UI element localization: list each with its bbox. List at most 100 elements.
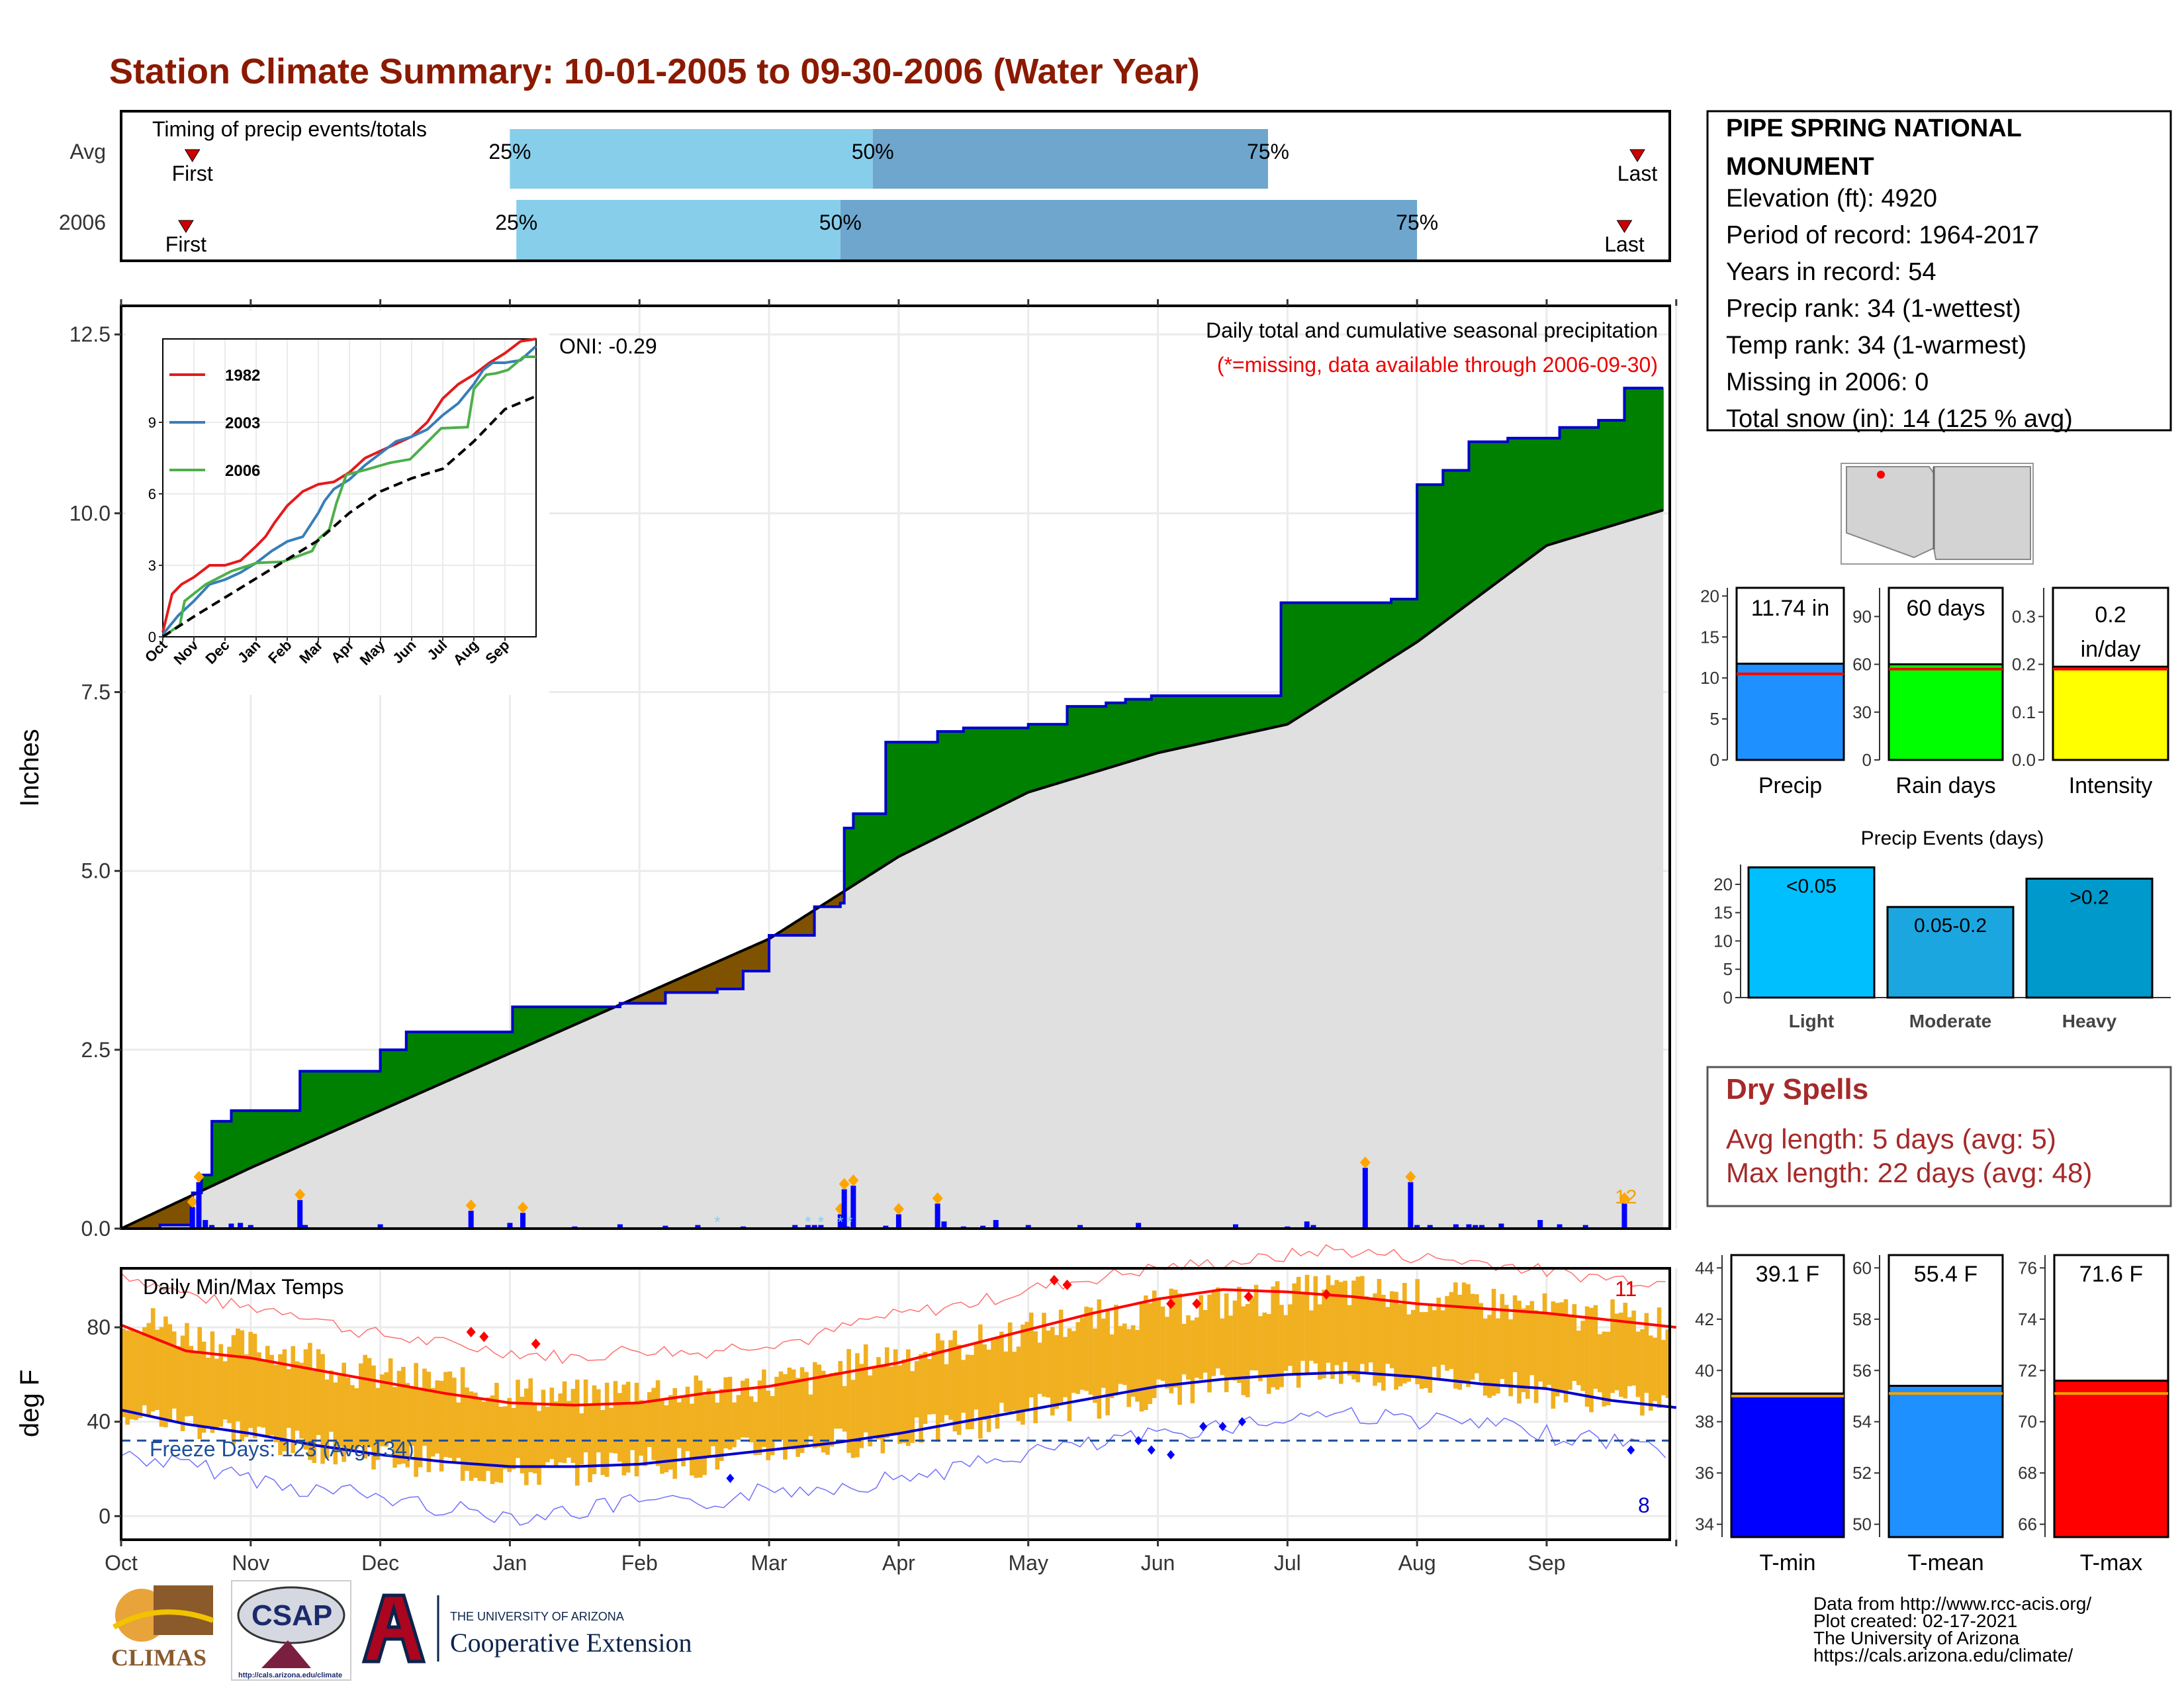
daily-temp-range-bar [804, 1372, 809, 1445]
above-average-area [933, 742, 935, 839]
above-average-area [502, 1031, 505, 1056]
daily-temp-range-bar [1432, 1310, 1437, 1367]
daily-temp-range-bar [1042, 1313, 1046, 1397]
below-average-area [666, 984, 668, 993]
below-average-area [749, 947, 752, 971]
dry-spells-max: Max length: 22 days (avg: 48) [1726, 1157, 2092, 1188]
above-average-area [229, 1121, 231, 1178]
above-average-area [1212, 695, 1214, 741]
above-average-area [1010, 727, 1013, 801]
above-average-area [1142, 699, 1145, 758]
daily-temp-range-bar [872, 1367, 877, 1436]
above-average-area [1580, 427, 1583, 535]
above-average-area [1135, 699, 1137, 760]
above-average-area [1586, 427, 1588, 534]
above-average-area [907, 742, 909, 852]
above-average-area [584, 1007, 586, 1021]
above-average-area [1085, 706, 1087, 775]
above-average-area [1378, 602, 1380, 667]
above-average-area [1041, 724, 1043, 788]
panel-ytick-label: 15 [1700, 627, 1719, 647]
above-average-area [396, 1049, 398, 1103]
above-average-area [433, 1031, 435, 1087]
daily-temp-range-bar [901, 1359, 907, 1443]
daily-temp-range-bar [227, 1346, 232, 1423]
daily-temp-range-bar [214, 1358, 219, 1428]
daily-temp-range-bar [1389, 1291, 1394, 1368]
above-average-area [1195, 695, 1197, 745]
daily-temp-range-bar [405, 1383, 410, 1468]
above-average-area [1037, 724, 1040, 790]
daily-precip-bar [1473, 1225, 1479, 1229]
above-average-area [216, 1121, 218, 1184]
above-average-area [408, 1031, 410, 1098]
above-average-area [988, 727, 991, 812]
daily-temp-range-bar [676, 1402, 682, 1448]
below-average-area [806, 915, 808, 935]
record-high-marker [466, 1327, 476, 1338]
below-average-area [127, 1225, 130, 1229]
below-average-area [647, 992, 649, 1004]
above-average-area [1473, 442, 1475, 600]
above-average-area [416, 1031, 419, 1094]
above-average-area [1006, 727, 1009, 803]
above-average-area [1563, 427, 1565, 541]
above-average-area [563, 1007, 565, 1030]
above-average-area [1090, 706, 1092, 774]
above-average-area [321, 1071, 324, 1137]
month-label: Mar [751, 1551, 788, 1575]
above-average-area [865, 814, 867, 878]
above-average-area [438, 1031, 441, 1085]
below-average-area [159, 1210, 161, 1225]
below-average-area [690, 973, 692, 993]
daily-temp-range-bar [961, 1360, 966, 1413]
above-average-area [267, 1110, 269, 1160]
above-average-area [1342, 602, 1344, 690]
temp-frame [120, 1267, 1671, 1541]
daily-temp-range-bar [1063, 1336, 1068, 1397]
daily-temp-range-bar [762, 1369, 766, 1447]
above-average-area [1040, 724, 1042, 789]
above-average-area [545, 1007, 547, 1038]
below-average-area [139, 1219, 141, 1229]
daily-temp-range-bar [796, 1378, 800, 1457]
above-average-area [1130, 699, 1132, 761]
daily-temp-range-bar [1385, 1307, 1390, 1364]
above-average-area [1181, 695, 1183, 748]
above-average-area [1093, 706, 1095, 773]
above-average-area [1115, 702, 1118, 766]
above-average-area [1197, 695, 1199, 745]
above-average-area [1033, 724, 1036, 791]
above-average-area [1538, 438, 1541, 551]
month-label: Oct [105, 1551, 138, 1575]
daily-temp-range-bar [1631, 1310, 1636, 1386]
timing-label: Timing of precip events/totals [152, 117, 427, 141]
daily-temp-range-bar [1334, 1280, 1340, 1366]
daily-temp-range-bar [1648, 1335, 1653, 1411]
above-average-area [419, 1031, 422, 1094]
below-average-area [793, 923, 796, 935]
above-average-area [273, 1110, 275, 1158]
above-average-area [263, 1110, 266, 1162]
above-average-area [1127, 699, 1130, 763]
heavy-precip-marker [193, 1170, 205, 1183]
above-average-area [1173, 695, 1175, 749]
above-average-area [1302, 602, 1304, 715]
above-average-area [1537, 438, 1539, 552]
daily-temp-range-bar [1504, 1305, 1509, 1385]
above-average-area [1619, 420, 1621, 524]
above-average-area [1579, 427, 1582, 536]
above-average-area [533, 1007, 535, 1043]
above-average-area [582, 1007, 584, 1021]
below-average-area [132, 1223, 135, 1229]
record-high-marker [479, 1331, 489, 1342]
above-average-area [909, 742, 911, 851]
above-average-area [259, 1110, 262, 1164]
above-average-area [1058, 724, 1060, 783]
above-average-area [1410, 599, 1412, 646]
daily-temp-range-bar [456, 1402, 461, 1458]
above-average-area [1565, 427, 1568, 540]
timing-bar-50-75 [840, 200, 1418, 259]
above-average-area [1496, 442, 1498, 583]
daily-temp-range-bar [567, 1401, 571, 1458]
